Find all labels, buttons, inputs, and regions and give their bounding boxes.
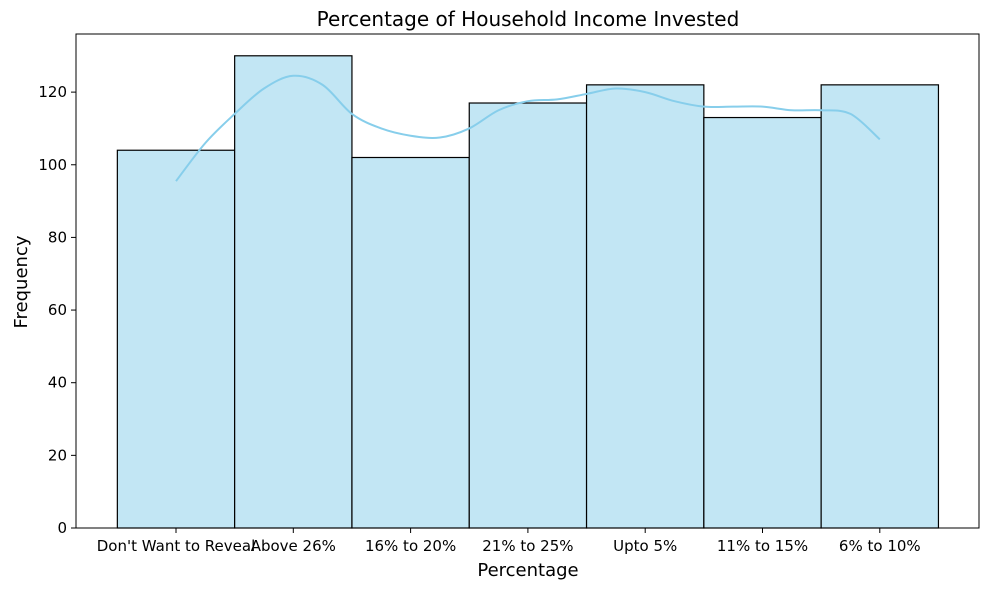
y-tick-label: 0 xyxy=(57,519,67,537)
bar-3 xyxy=(468,102,588,529)
bar-0 xyxy=(116,149,236,529)
y-axis-label: Frequency xyxy=(11,235,32,328)
bars-group xyxy=(116,55,940,529)
bar-5 xyxy=(703,116,822,529)
x-tick-label: Don't Want to Reveal xyxy=(97,537,256,555)
x-tick-label: 11% to 15% xyxy=(717,537,808,555)
bar-4 xyxy=(585,84,705,529)
y-tick-label: 80 xyxy=(48,228,67,246)
y-tick-label: 40 xyxy=(48,374,67,392)
y-tick-label: 60 xyxy=(48,301,67,319)
x-tick-label: 16% to 20% xyxy=(365,537,456,555)
x-tick-label: 21% to 25% xyxy=(482,537,573,555)
y-tick-label: 100 xyxy=(38,156,67,174)
x-tick-label: Above 26% xyxy=(251,537,336,555)
y-tick-label: 120 xyxy=(38,83,67,101)
y-axis: 0 20 40 60 80 100 120 xyxy=(38,83,76,537)
bar-6 xyxy=(820,84,940,529)
y-tick-label: 20 xyxy=(48,446,67,464)
bar-1 xyxy=(234,55,353,529)
x-tick-label: 6% to 10% xyxy=(839,537,921,555)
x-tick-label: Upto 5% xyxy=(613,537,677,555)
kde-curve xyxy=(175,74,881,182)
bar-2 xyxy=(351,156,470,529)
chart-title: Percentage of Household Income Invested xyxy=(317,7,740,31)
x-axis-label: Percentage xyxy=(477,560,578,581)
